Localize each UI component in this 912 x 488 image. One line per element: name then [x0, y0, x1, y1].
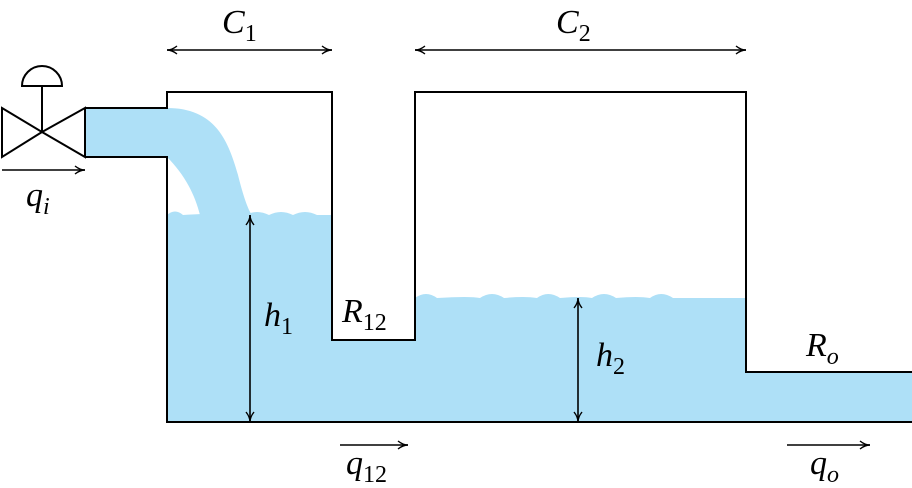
- label-c2: C2: [556, 4, 591, 47]
- label-part: 1: [281, 314, 293, 340]
- label-part: q: [346, 445, 363, 482]
- label-part: C: [556, 4, 579, 41]
- label-r12: R12: [341, 293, 387, 336]
- label-part: h: [264, 297, 281, 334]
- label-qo: qo: [810, 445, 839, 488]
- label-part: o: [827, 344, 839, 370]
- label-part: o: [827, 462, 839, 488]
- valve: [0, 65, 86, 159]
- label-part: R: [341, 293, 363, 330]
- label-part: 2: [613, 354, 625, 380]
- tank-walls: [85, 91, 912, 423]
- arrows: [2, 45, 871, 450]
- label-part: 2: [579, 21, 591, 47]
- label-part: q: [26, 177, 43, 214]
- label-part: C: [222, 4, 245, 41]
- label-q12: q12: [346, 445, 387, 488]
- label-part: 12: [363, 462, 387, 488]
- label-h2: h2: [596, 337, 625, 380]
- label-part: q: [810, 445, 827, 482]
- label-qi: qi: [26, 177, 50, 220]
- label-h1: h1: [264, 297, 293, 340]
- label-ro: Ro: [805, 327, 839, 370]
- label-part: h: [596, 337, 613, 374]
- label-part: R: [805, 327, 827, 364]
- label-part: 12: [363, 310, 387, 336]
- label-c1: C1: [222, 4, 257, 47]
- water: [85, 108, 912, 422]
- label-part: 1: [245, 21, 257, 47]
- label-part: i: [43, 194, 50, 220]
